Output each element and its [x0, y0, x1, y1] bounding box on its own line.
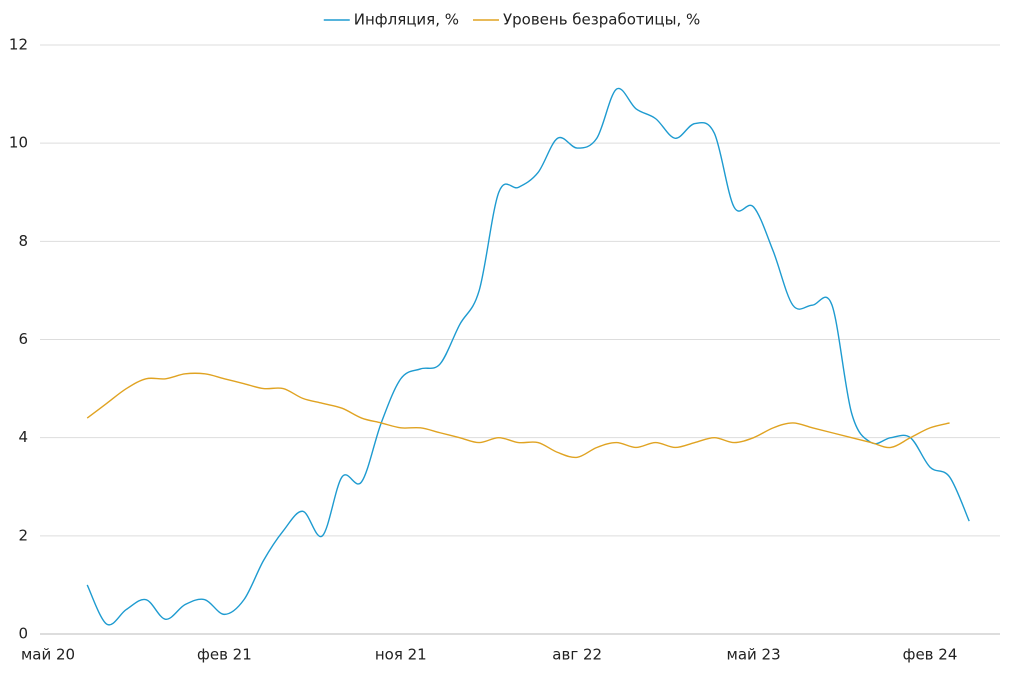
- y-tick-label: 12: [9, 36, 28, 54]
- x-tick-label: авг 22: [552, 646, 602, 664]
- x-tick-label: фев 21: [197, 646, 252, 664]
- x-tick-label: май 23: [727, 646, 781, 664]
- x-tick-label: фев 24: [903, 646, 958, 664]
- y-tick-label: 0: [18, 625, 28, 643]
- y-tick-label: 2: [18, 526, 28, 544]
- y-tick-label: 10: [9, 134, 28, 152]
- x-tick-label: ноя 21: [375, 646, 427, 664]
- y-tick-label: 6: [18, 330, 28, 348]
- y-tick-label: 8: [18, 232, 28, 250]
- legend-label: Инфляция, %: [354, 11, 459, 29]
- x-tick-label: май 20: [21, 646, 75, 664]
- line: [86, 372, 950, 459]
- line: [86, 87, 970, 626]
- y-tick-label: 4: [18, 428, 28, 446]
- legend-label: Уровень безработицы, %: [503, 11, 700, 29]
